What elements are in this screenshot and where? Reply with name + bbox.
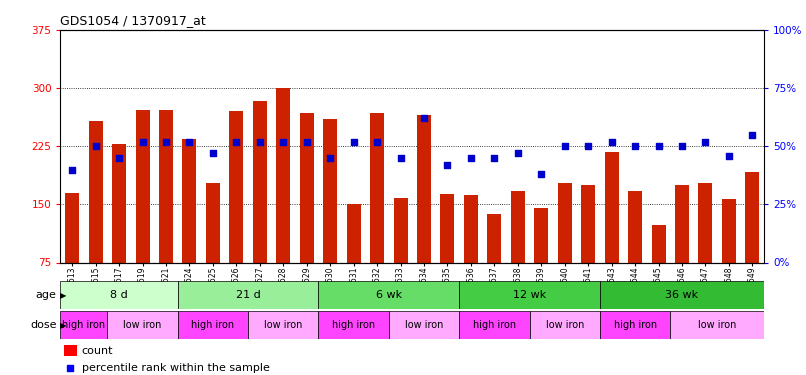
Point [441, 162, 454, 168]
Text: high iron: high iron [613, 320, 657, 330]
Text: low iron: low iron [405, 320, 443, 330]
Point [160, 139, 172, 145]
Bar [370, 113, 384, 262]
Text: ▶: ▶ [60, 321, 66, 330]
Point [582, 143, 595, 149]
Bar [60, 311, 107, 339]
Text: GDS1054 / 1370917_at: GDS1054 / 1370917_at [60, 15, 206, 27]
Bar [112, 144, 126, 262]
Bar [459, 281, 600, 309]
Point [89, 143, 102, 149]
Text: 36 wk: 36 wk [666, 290, 699, 300]
Bar [558, 183, 571, 262]
Text: count: count [81, 346, 113, 356]
Point [699, 139, 712, 145]
Point [276, 139, 289, 145]
Bar [230, 111, 243, 262]
Point [230, 139, 243, 145]
Bar [276, 88, 290, 262]
Bar [464, 195, 478, 262]
Text: high iron: high iron [62, 320, 106, 330]
Point [464, 155, 477, 161]
Bar [388, 311, 459, 339]
Point [253, 139, 266, 145]
Text: age: age [35, 290, 56, 300]
Bar [699, 183, 713, 262]
Text: 21 d: 21 d [235, 290, 260, 300]
Bar [182, 138, 197, 262]
Bar [60, 281, 177, 309]
Point [183, 139, 196, 145]
Bar [107, 311, 177, 339]
Point [722, 153, 735, 159]
Text: percentile rank within the sample: percentile rank within the sample [81, 363, 269, 373]
Point [371, 139, 384, 145]
Point [301, 139, 314, 145]
Bar [318, 311, 388, 339]
Text: low iron: low iron [123, 320, 162, 330]
Bar [135, 110, 150, 262]
Bar [628, 191, 642, 262]
Bar [248, 311, 318, 339]
Bar [511, 191, 525, 262]
Bar [675, 185, 689, 262]
Point [511, 150, 524, 156]
Text: low iron: low iron [264, 320, 302, 330]
Bar [604, 153, 619, 262]
Point [629, 143, 642, 149]
Bar [651, 225, 666, 262]
Point [418, 116, 430, 122]
Point [535, 171, 548, 177]
Text: high iron: high iron [332, 320, 376, 330]
Point [652, 143, 665, 149]
Point [488, 155, 501, 161]
Bar [600, 281, 764, 309]
Point [66, 166, 79, 172]
Text: dose: dose [30, 320, 56, 330]
Point [559, 143, 571, 149]
Bar [600, 311, 671, 339]
Bar [347, 204, 360, 262]
Point [136, 139, 149, 145]
Point [394, 155, 407, 161]
Bar [318, 281, 459, 309]
Bar [581, 185, 595, 262]
Bar [440, 194, 455, 262]
Bar [177, 281, 318, 309]
Bar [64, 345, 77, 356]
Text: low iron: low iron [546, 320, 584, 330]
Text: 12 wk: 12 wk [513, 290, 546, 300]
Point [206, 150, 219, 156]
Point [675, 143, 688, 149]
Text: high iron: high iron [473, 320, 516, 330]
Bar [65, 193, 79, 262]
Bar [89, 121, 102, 262]
Bar [300, 113, 314, 262]
Bar [417, 115, 431, 262]
Bar [177, 311, 248, 339]
Bar [459, 311, 530, 339]
Point [347, 139, 360, 145]
Text: high iron: high iron [191, 320, 235, 330]
Text: low iron: low iron [698, 320, 737, 330]
Bar [206, 183, 220, 262]
Bar [722, 199, 736, 262]
Bar [671, 311, 764, 339]
Point [605, 139, 618, 145]
Bar [488, 214, 501, 262]
Bar [253, 101, 267, 262]
Text: ▶: ▶ [60, 291, 66, 300]
Point [63, 364, 76, 370]
Bar [159, 110, 173, 262]
Point [113, 155, 126, 161]
Text: 6 wk: 6 wk [376, 290, 402, 300]
Bar [530, 311, 600, 339]
Text: 8 d: 8 d [110, 290, 128, 300]
Bar [323, 119, 337, 262]
Point [324, 155, 337, 161]
Point [746, 132, 758, 138]
Bar [534, 208, 548, 262]
Bar [746, 172, 759, 262]
Bar [393, 198, 408, 262]
